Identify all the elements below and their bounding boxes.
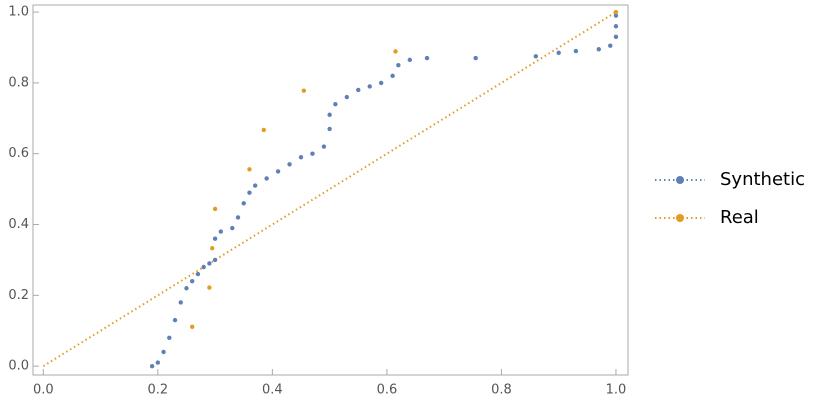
point [287,162,292,167]
point [393,49,398,54]
point [210,246,215,251]
legend-marker [676,176,684,184]
point [396,62,401,68]
legend-label: Real [720,207,759,228]
point [407,57,413,63]
point [367,84,372,89]
y-tick-label: 0.2 [8,288,29,303]
y-tick-label: 0.0 [8,359,29,374]
point [184,286,189,291]
x-tick-label: 0.2 [147,383,168,398]
point [218,229,224,234]
point [247,190,252,195]
point [264,176,269,181]
x-tick-label: 1.0 [606,383,627,398]
point [190,324,195,330]
point [207,285,212,290]
point [301,88,307,93]
point [172,317,178,323]
point [201,264,206,270]
point [333,101,338,107]
point [178,300,183,305]
point [344,94,350,100]
legend-label: Synthetic [720,169,805,190]
y-tick-label: 0.6 [8,146,29,161]
x-tick-label: 0.8 [491,383,512,398]
point [195,271,201,277]
point [321,144,327,149]
point [149,363,155,369]
point [310,151,315,156]
y-tick-label: 0.4 [8,217,29,232]
reference-line [42,11,617,367]
point [613,34,619,40]
point [275,169,281,174]
point [533,54,539,59]
point [327,112,332,117]
point [390,73,395,79]
point [573,48,579,54]
point [473,55,478,61]
point [613,13,619,18]
point [613,9,619,15]
point [167,335,172,341]
y-tick-label: 1.0 [8,5,29,20]
point [155,360,161,365]
point [556,50,561,55]
legend-marker [676,214,684,222]
point [212,236,218,241]
point [608,43,613,48]
point [235,215,241,220]
x-tick-label: 0.0 [33,383,54,398]
point [247,167,252,172]
x-tick-label: 0.4 [262,383,283,398]
point [241,201,246,206]
plot-frame [32,4,629,376]
point [212,206,218,212]
point [356,87,361,93]
point [190,278,195,284]
y-tick-label: 0.8 [8,75,29,90]
x-tick-label: 0.6 [377,383,398,398]
point [378,80,384,86]
point [230,225,235,231]
point [261,127,266,133]
point [613,24,619,29]
point [207,261,212,266]
point [252,183,258,188]
point [298,155,304,160]
point [327,126,332,132]
point [212,257,218,263]
point [161,349,166,355]
point [424,55,430,61]
point [596,47,601,52]
